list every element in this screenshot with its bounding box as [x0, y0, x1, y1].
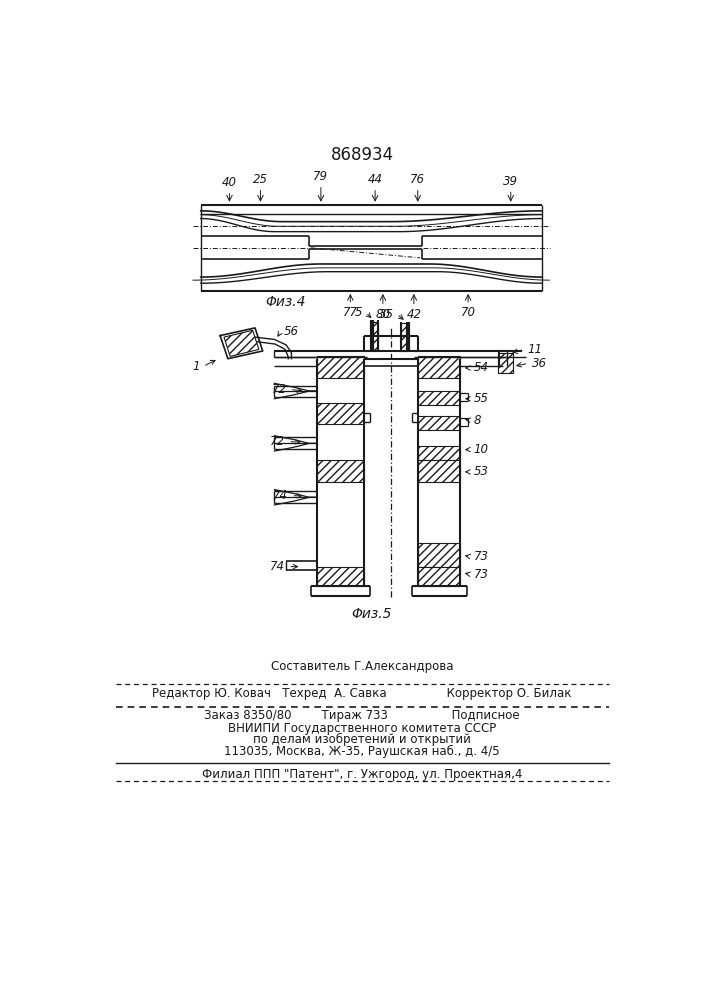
Text: Φиз.5: Φиз.5: [351, 607, 392, 621]
Text: ВНИИПИ Государственного комитета СССР: ВНИИПИ Государственного комитета СССР: [228, 722, 496, 735]
Bar: [317, 356, 363, 378]
Bar: [418, 446, 460, 460]
Bar: [317, 403, 363, 424]
Bar: [317, 460, 363, 482]
Text: 72: 72: [271, 383, 287, 396]
Text: 42: 42: [407, 308, 421, 321]
Text: 1: 1: [192, 360, 200, 373]
Text: 53: 53: [474, 465, 489, 478]
Text: 74: 74: [274, 489, 288, 502]
Bar: [317, 567, 363, 586]
Text: 36: 36: [532, 357, 547, 370]
Text: Заказ 8350/80        Тираж 733                 Подписное: Заказ 8350/80 Тираж 733 Подписное: [204, 709, 520, 722]
Text: Составитель Г.Александрова: Составитель Г.Александрова: [271, 660, 453, 673]
Text: 56: 56: [284, 325, 298, 338]
Bar: [418, 543, 460, 567]
Polygon shape: [224, 330, 259, 356]
Text: 73: 73: [474, 568, 489, 581]
Text: 11: 11: [528, 343, 543, 356]
Bar: [418, 416, 460, 430]
Text: 40: 40: [222, 176, 237, 189]
Text: 25: 25: [253, 173, 268, 186]
Text: 77: 77: [343, 306, 358, 319]
Text: 8: 8: [474, 414, 481, 427]
Text: Редактор Ю. Ковач   Техред  А. Савка                Корректор О. Билак: Редактор Ю. Ковач Техред А. Савка Коррек…: [152, 687, 572, 700]
Text: 5: 5: [355, 306, 363, 319]
Text: 80: 80: [375, 308, 390, 321]
Text: по делам изобретений и открытий: по делам изобретений и открытий: [253, 733, 471, 746]
Text: 55: 55: [474, 392, 489, 405]
Bar: [418, 391, 460, 405]
Text: 35: 35: [379, 308, 394, 321]
Text: 113035, Москва, Ж-35, Раушская наб., д. 4/5: 113035, Москва, Ж-35, Раушская наб., д. …: [224, 745, 500, 758]
Bar: [402, 323, 408, 351]
Bar: [418, 567, 460, 586]
Text: 70: 70: [461, 306, 476, 319]
Text: 76: 76: [410, 173, 425, 186]
Bar: [372, 322, 378, 351]
Bar: [418, 356, 460, 378]
Text: 10: 10: [474, 443, 489, 456]
Bar: [418, 460, 460, 482]
Text: 79: 79: [313, 170, 328, 183]
Text: Филиал ППП "Патент", г. Ужгород, ул. Проектная,4: Филиал ППП "Патент", г. Ужгород, ул. Про…: [201, 768, 522, 781]
Text: 72: 72: [270, 435, 285, 448]
Text: 44: 44: [368, 173, 382, 186]
Text: 868934: 868934: [330, 146, 394, 164]
Text: 54: 54: [474, 361, 489, 374]
Text: 74: 74: [270, 560, 285, 573]
Text: 39: 39: [503, 175, 518, 188]
Text: 73: 73: [474, 550, 489, 563]
Bar: [498, 353, 513, 373]
Text: Φиз.4: Φиз.4: [266, 295, 306, 309]
